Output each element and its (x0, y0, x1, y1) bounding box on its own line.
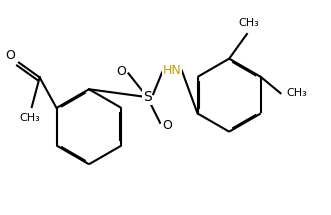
Text: O: O (162, 119, 172, 132)
Text: CH₃: CH₃ (239, 18, 259, 28)
Text: HN: HN (163, 64, 181, 77)
Text: O: O (5, 49, 15, 62)
Text: O: O (117, 65, 126, 78)
Text: CH₃: CH₃ (286, 88, 307, 98)
Text: S: S (143, 90, 152, 104)
Text: CH₃: CH₃ (20, 113, 40, 123)
